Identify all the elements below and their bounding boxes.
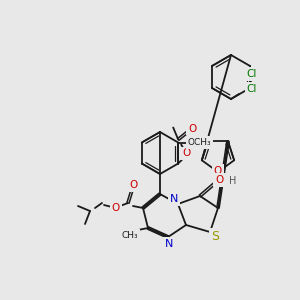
Text: S: S [211,230,219,242]
Text: CH₃: CH₃ [122,230,138,239]
Text: N: N [170,194,178,204]
Text: O: O [182,148,190,158]
Text: O: O [214,166,222,176]
Text: OCH₃: OCH₃ [188,138,211,147]
Text: O: O [215,175,223,185]
Text: N: N [165,239,173,249]
Text: Cl: Cl [247,69,257,79]
Text: O: O [129,180,137,190]
Text: O: O [188,124,196,134]
Text: H: H [229,176,237,186]
Text: Cl: Cl [247,84,257,94]
Text: O: O [112,203,120,213]
